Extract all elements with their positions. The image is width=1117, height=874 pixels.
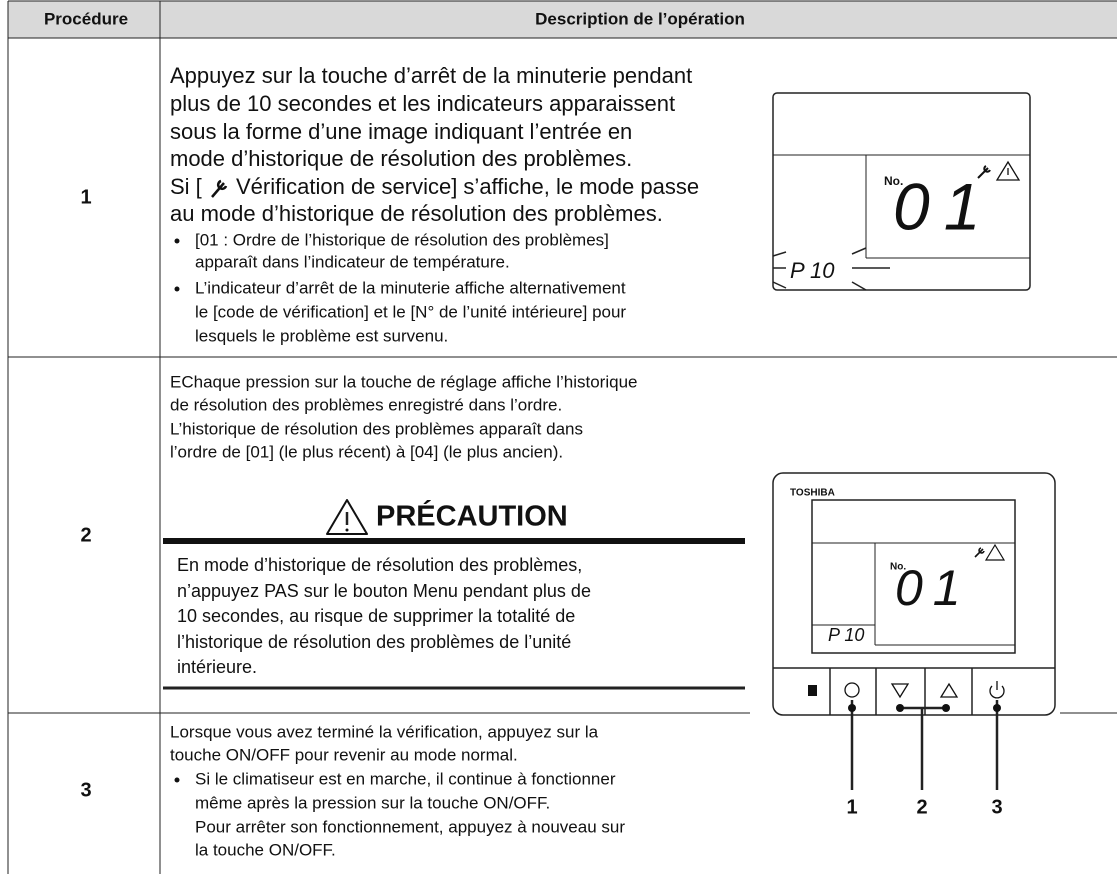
caution-title: PRÉCAUTION — [376, 499, 568, 533]
paragraph-line: Si [ — [170, 174, 202, 199]
bullet — [174, 238, 180, 244]
caution-line: l’historique de résolution des problèmes… — [177, 632, 571, 652]
lcd-warning — [995, 160, 1021, 181]
warning-dot — [345, 528, 349, 532]
caution-line: intérieure. — [177, 657, 257, 677]
blink-mark — [772, 281, 787, 289]
header-bg — [8, 1, 1117, 38]
callout-dot — [896, 704, 904, 712]
paragraph-line: de résolution des problèmes enregistré d… — [170, 395, 562, 414]
paragraph-line: sous la forme d’une image indiquant l’en… — [170, 119, 632, 144]
lcd-label: No. — [890, 562, 906, 573]
paragraph-line: plus de 10 secondes et les indicateurs a… — [170, 91, 675, 116]
lcd-wrench — [974, 547, 985, 558]
caution-line: En mode d’historique de résolution des p… — [177, 555, 582, 575]
lcd-label: No. — [884, 174, 903, 188]
bullet-line: Pour arrêter son fonctionnement, appuyez… — [195, 817, 625, 836]
bullet — [174, 777, 180, 783]
bullet-line: même après la pression sur la touche ON/… — [195, 793, 550, 812]
bullet-line: apparaît dans l’indicateur de températur… — [195, 252, 510, 271]
paragraph-line: Vérification de service] s’affiche, le m… — [236, 174, 699, 199]
up-button — [939, 682, 959, 698]
blink-mark — [772, 251, 787, 257]
header-cell: Procédure — [44, 9, 128, 28]
paragraph-line: EChaque pression sur la touche de réglag… — [170, 372, 637, 391]
bullet — [174, 286, 180, 292]
bullet-line: le [code de vérification] et le [N° de l… — [195, 302, 626, 321]
paragraph-line: Lorsque vous avez terminé la vérificatio… — [170, 722, 599, 741]
step-number: 3 — [80, 779, 91, 801]
paragraph-line: au mode d’historique de résolution des p… — [170, 201, 663, 226]
paragraph-line: l’ordre de [01] (le plus récent) à [04] … — [170, 442, 563, 461]
paragraph-line: Appuyez sur la touche d’arrêt de la minu… — [170, 63, 692, 88]
lcd-wrench — [977, 165, 991, 179]
callout-label: 2 — [916, 796, 927, 818]
lcd-frame — [772, 92, 1031, 291]
caution-line: 10 secondes, au risque de supprimer la t… — [177, 606, 575, 626]
callout-dot — [848, 704, 856, 712]
lcd-digits: 01 — [895, 560, 971, 616]
brand: TOSHIBA — [790, 488, 835, 499]
paragraph-line: L’historique de résolution des problèmes… — [170, 419, 583, 438]
lcd-code: P 10 — [828, 625, 864, 645]
lcd-digits: 01 — [893, 169, 994, 243]
callout-dot — [942, 704, 950, 712]
power-button — [989, 681, 1005, 699]
bullet-line: L’indicateur d’arrêt de la minuterie aff… — [195, 278, 626, 297]
callout-dot — [993, 704, 1001, 712]
warning-icon — [326, 499, 368, 535]
step-number: 1 — [80, 186, 91, 208]
bullet-line: la touche ON/OFF. — [195, 840, 336, 859]
timer-button — [844, 682, 860, 698]
header-cell: Description de l’opération — [535, 9, 745, 28]
bullet-line: Si le climatiseur est en marche, il cont… — [195, 769, 616, 788]
menu-button — [808, 685, 817, 696]
blink-mark — [851, 247, 867, 255]
callout-label: 1 — [846, 796, 857, 818]
lcd-warning — [984, 543, 1006, 561]
callout-label: 3 — [991, 796, 1002, 818]
bullet-line: [01 : Ordre de l’historique de résolutio… — [195, 230, 609, 249]
down-button — [890, 683, 910, 699]
wrench-icon — [211, 179, 228, 198]
controller-screen — [811, 499, 1016, 654]
caution-line: n’appuyez PAS sur le bouton Menu pendant… — [177, 581, 591, 601]
lcd-code: P 10 — [790, 258, 835, 283]
blink-mark — [851, 281, 867, 291]
paragraph-line: mode d’historique de résolution des prob… — [170, 146, 632, 171]
bullet-line: lesquels le problème est survenu. — [195, 326, 448, 345]
caution-bar — [163, 538, 745, 544]
paragraph-line: touche ON/OFF pour revenir au mode norma… — [170, 745, 518, 764]
controller-frame — [772, 472, 1056, 716]
step-number: 2 — [80, 524, 91, 546]
